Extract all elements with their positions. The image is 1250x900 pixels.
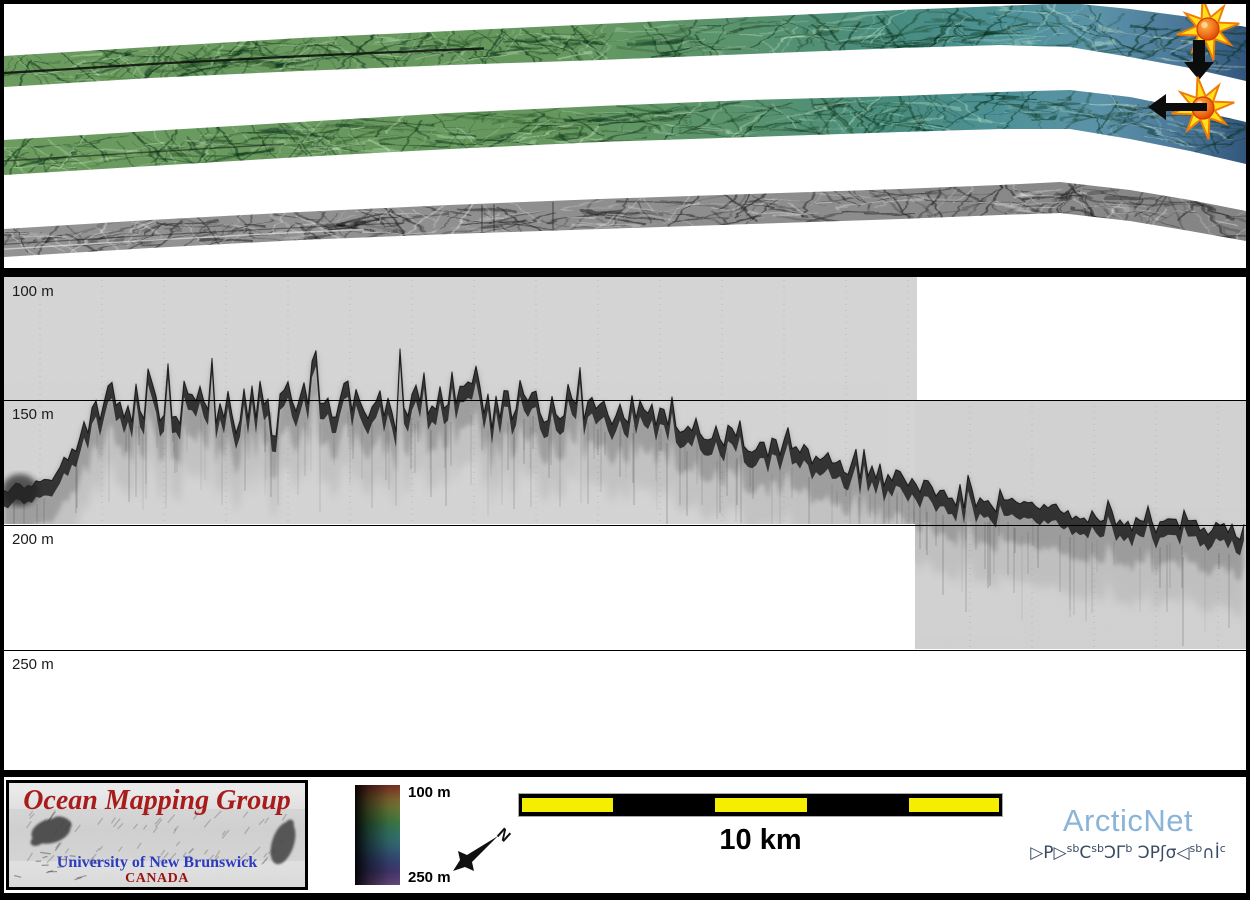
depth-label-100m: 100 m	[12, 283, 54, 300]
omg-logo-university: University of New Brunswick	[56, 854, 258, 871]
compass-north-label: N	[493, 825, 513, 845]
scale-bar-segment	[909, 798, 999, 812]
colorbar-top-label: 100 m	[408, 784, 451, 801]
legend-panel: Ocean Mapping Group University of New Br…	[4, 777, 1246, 893]
omg-logo-title: Ocean Mapping Group	[23, 785, 291, 816]
omg-logo-country: CANADA	[125, 871, 189, 886]
scale-bar-label: 10 km	[719, 824, 802, 856]
scale-bar	[518, 793, 1003, 817]
down-arrow-icon	[1184, 40, 1214, 80]
colorbar-bottom-label: 250 m	[408, 869, 451, 886]
echogram-data	[4, 277, 1246, 649]
omg-logo-art	[9, 783, 305, 887]
depth-label-250m: 250 m	[12, 656, 54, 673]
arcticnet-inuktitut: ▷P▷sbCsbƆΓb ƆPʃσ◁sb∩İc	[1030, 842, 1226, 863]
depth-axis-labels: 100 m 150 m 200 m 250 m	[12, 283, 54, 673]
compass-rose-icon: N	[453, 825, 513, 871]
depth-gridlines	[4, 400, 1246, 651]
scale-bar-segment	[715, 798, 807, 812]
scale-bar-segment	[522, 798, 613, 812]
echogram-canvas: 100 m 150 m 200 m 250 m	[4, 277, 1246, 673]
arcticnet-name: ArcticNet	[1062, 803, 1194, 838]
depth-label-150m: 150 m	[12, 406, 54, 423]
depth-label-200m: 200 m	[12, 531, 54, 548]
echogram-panel: 100 m 150 m 200 m 250 m	[4, 277, 1246, 770]
compass-star	[453, 836, 498, 871]
left-arrow-icon	[1148, 94, 1207, 120]
depth-colorbar	[355, 785, 400, 885]
swath-panel	[4, 4, 1246, 268]
arcticnet-logo: ArcticNet ▷P▷sbCsbƆΓb ƆPʃσ◁sb∩İc	[994, 803, 1250, 863]
starburst-icon	[1176, 4, 1240, 61]
omg-logo: Ocean Mapping Group University of New Br…	[6, 780, 308, 890]
sonar-swath-strips	[4, 4, 1246, 257]
swath-canvas	[4, 4, 1246, 257]
